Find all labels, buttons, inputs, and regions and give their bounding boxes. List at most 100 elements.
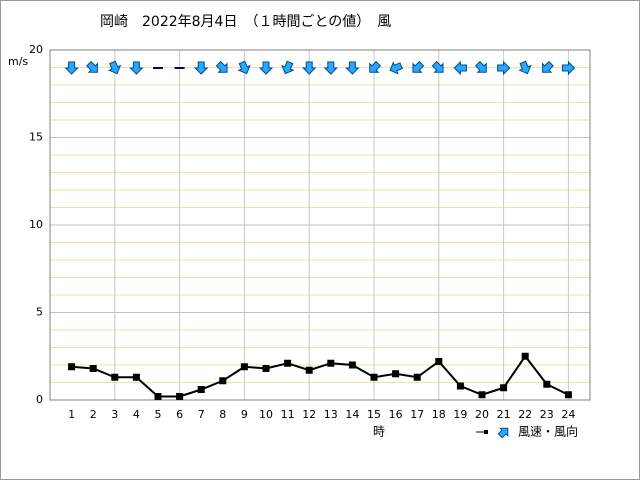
data-line (71, 354, 569, 398)
plot-border (49, 49, 591, 401)
x-tick-label: 20 (475, 408, 489, 421)
y-tick-label: 15 (29, 131, 43, 144)
data-point (89, 365, 97, 372)
legend-label: 風速・風向 (518, 424, 578, 439)
arrow-shape (64, 61, 79, 75)
data-point (413, 373, 421, 381)
wind-arrow (431, 60, 444, 73)
arrow-shape (193, 61, 209, 75)
wind-arrow (323, 61, 339, 75)
arrow-shape (86, 60, 98, 73)
x-axis-label: 時 (373, 425, 385, 439)
arrow-shape (497, 427, 509, 439)
wind-arrow (258, 61, 274, 75)
arrow-shape (369, 60, 382, 73)
wind-arrow (129, 61, 144, 75)
x-tick-label: 5 (155, 408, 162, 421)
data-point (111, 373, 119, 381)
wind-arrow (281, 60, 295, 75)
arrow-shape (301, 61, 317, 75)
arrow-shape (518, 60, 532, 75)
x-tick-label: 23 (540, 408, 554, 421)
x-tick-label: 16 (389, 408, 403, 421)
data-point (68, 363, 76, 371)
wind-arrow (345, 61, 360, 75)
arrow-shape (107, 60, 122, 75)
x-tick-label: 12 (302, 408, 316, 421)
wind-arrow (561, 60, 576, 76)
x-tick-label: 3 (111, 408, 118, 421)
wind-arrow (389, 61, 403, 75)
x-tick-label: 11 (281, 408, 295, 421)
data-point (262, 365, 270, 372)
data-point (197, 386, 205, 393)
x-tick-label: 17 (410, 408, 424, 421)
arrow-shape (497, 60, 511, 76)
wind-arrow (369, 60, 382, 73)
x-tick-label: 7 (198, 408, 205, 421)
arrow-shape (237, 60, 251, 75)
x-tick-label: 18 (432, 408, 446, 421)
y-tick-label: 0 (36, 393, 43, 406)
wind-arrow (453, 60, 467, 76)
arrow-shape (129, 61, 144, 75)
x-tick-label: 9 (241, 408, 248, 421)
x-tick-label: 8 (219, 408, 226, 421)
data-point (435, 358, 443, 365)
data-point (348, 361, 356, 369)
arrow-shape (389, 61, 403, 75)
data-point (176, 393, 184, 400)
arrow-shape (561, 60, 576, 76)
arrow-shape (474, 60, 487, 73)
x-tick-label: 15 (367, 408, 381, 421)
wind-arrow (542, 60, 554, 73)
x-tick-label: 2 (90, 408, 97, 421)
y-axis-label: m/s (8, 55, 28, 68)
data-point (132, 373, 140, 381)
wind-arrow (518, 60, 532, 75)
arrow-shape (453, 60, 467, 76)
data-point (478, 391, 486, 399)
x-tick-label: 1 (68, 408, 75, 421)
legend-marker (484, 430, 488, 434)
wind-arrow (497, 427, 509, 439)
y-tick-label: 5 (36, 306, 43, 319)
chart-title: 岡崎 2022年8月4日 （１時間ごとの値） 風 (100, 14, 391, 30)
data-point (392, 370, 400, 378)
y-tick-label: 10 (29, 218, 43, 231)
x-tick-label: 24 (561, 408, 575, 421)
data-point (521, 352, 529, 360)
data-point (543, 380, 551, 388)
x-tick-label: 13 (324, 408, 338, 421)
arrow-shape (345, 61, 360, 75)
x-tick-label: 21 (497, 408, 511, 421)
wind-arrow (64, 61, 79, 75)
x-tick-label: 10 (259, 408, 273, 421)
data-point (456, 382, 464, 390)
x-tick-label: 22 (518, 408, 532, 421)
arrow-shape (258, 61, 274, 75)
data-point (305, 366, 313, 374)
wind-arrow (497, 60, 511, 76)
wind-arrow (193, 61, 209, 75)
x-tick-label: 14 (345, 408, 359, 421)
arrow-shape (431, 60, 444, 73)
data-point (219, 377, 227, 385)
arrow-shape (323, 61, 339, 75)
x-tick-label: 4 (133, 408, 140, 421)
wind-arrow (301, 61, 317, 75)
data-point (564, 391, 572, 399)
arrow-shape (542, 60, 554, 73)
wind-arrow (215, 60, 228, 73)
arrow-shape (281, 60, 295, 75)
data-point (240, 363, 248, 371)
wind-arrow (474, 60, 487, 73)
data-point (500, 384, 508, 392)
wind-arrow (412, 60, 425, 73)
x-tick-label: 6 (176, 408, 183, 421)
data-point (370, 373, 378, 381)
wind-arrow (86, 60, 98, 73)
wind-arrow (237, 60, 251, 75)
data-point (154, 393, 162, 400)
data-point (284, 359, 292, 367)
